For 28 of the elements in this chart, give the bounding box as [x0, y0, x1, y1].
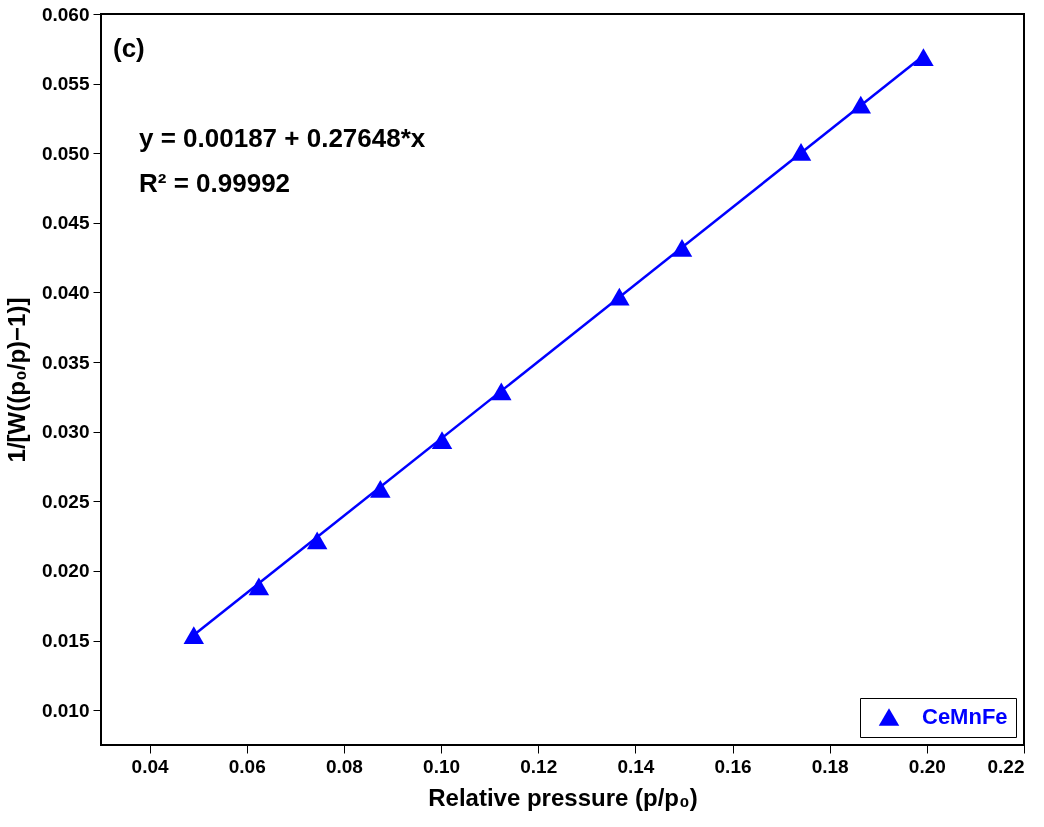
x-tick-label: 0.20 — [908, 755, 946, 777]
y-tick-label: 0.045 — [41, 212, 90, 234]
x-tick-label: 0.10 — [423, 755, 461, 777]
x-axis-title: Relative pressure (p/p₀) — [428, 783, 698, 811]
y-tick-label: 0.020 — [41, 560, 90, 582]
y-tick-label: 0.050 — [41, 142, 90, 164]
y-tick-label: 0.060 — [41, 3, 90, 25]
annotation: R² = 0.99992 — [139, 168, 291, 198]
y-axis-title: 1/[W((p₀/p)−1)] — [2, 297, 30, 463]
x-tick-label: 0.12 — [520, 755, 558, 777]
x-tick-label: 0.08 — [325, 755, 363, 777]
y-tick-label: 0.035 — [41, 351, 90, 373]
x-tick-label: 0.18 — [811, 755, 849, 777]
y-tick-label: 0.055 — [41, 73, 90, 95]
y-tick-label: 0.025 — [41, 490, 90, 512]
legend-label: CeMnFe — [922, 704, 1008, 729]
point — [183, 626, 205, 644]
y-tick-label: 0.040 — [41, 281, 90, 303]
x-tick-label: 0.14 — [617, 755, 655, 777]
y-tick-label: 0.010 — [41, 699, 90, 721]
x-tick-label: 0.16 — [714, 755, 752, 777]
x-tick-label: 0.04 — [131, 755, 169, 777]
y-tick-label: 0.015 — [41, 630, 90, 652]
x-tick-label: 0.22 — [987, 755, 1025, 777]
y-tick-label: 0.030 — [41, 421, 90, 443]
annotation: y = 0.00187 + 0.27648*x — [139, 123, 426, 153]
annotation: (c) — [113, 33, 145, 63]
x-tick-label: 0.06 — [228, 755, 266, 777]
